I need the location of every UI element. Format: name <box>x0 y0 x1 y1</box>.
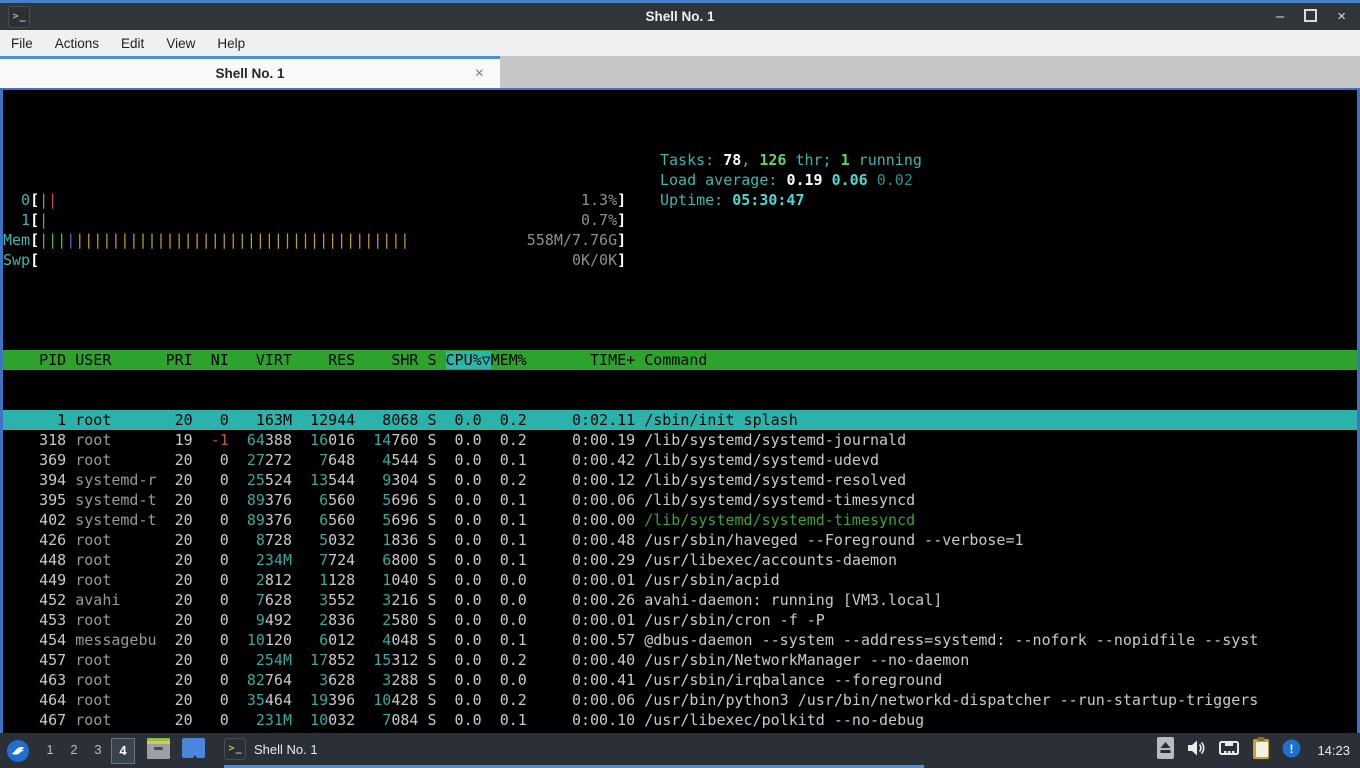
menubar: File Actions Edit View Help <box>0 30 1360 56</box>
menu-item-edit[interactable]: Edit <box>121 35 145 51</box>
tab-close-icon[interactable]: × <box>474 64 484 82</box>
tab-shell-no-1[interactable]: Shell No. 1 × <box>0 56 500 88</box>
htop-meters: 0[|| 1.3%] 1[| 0.7%] Mem[||||||||||||||||… <box>3 190 1357 270</box>
process-table: 1 root 20 0 163M 12944 8068 S 0.0 0.2 0:… <box>3 410 1357 750</box>
process-row-318[interactable]: 318 root 19 -1 64388 16016 14760 S 0.0 0… <box>3 431 907 449</box>
workspace-1[interactable]: 1 <box>46 742 54 757</box>
notification-icon[interactable]: ! <box>1282 739 1301 763</box>
menu-item-actions[interactable]: Actions <box>54 35 100 51</box>
terminal-viewport[interactable]: 0[|| 1.3%] 1[| 0.7%] Mem[||||||||||||||||… <box>0 88 1360 753</box>
cpu-meter-0: 0[|| 1.3%] <box>3 191 627 209</box>
process-row-453[interactable]: 453 root 20 0 9492 2836 2580 S 0.0 0.0 0… <box>3 611 825 629</box>
task-title: Shell No. 1 <box>254 741 318 757</box>
clipboard-icon[interactable] <box>1252 737 1270 764</box>
terminal-app-icon: > _ <box>8 5 30 28</box>
load-average: Load average: 0.19 0.06 0.02 <box>660 171 913 189</box>
process-row-454[interactable]: 454 messagebu 20 0 10120 6012 4048 S 0.0… <box>3 631 1259 649</box>
process-row-426[interactable]: 426 root 20 0 8728 5032 1836 S 0.0 0.1 0… <box>3 531 1024 549</box>
cpu-meter-1: 1[| 0.7%] <box>3 211 627 229</box>
show-desktop-icon[interactable] <box>181 738 206 763</box>
process-row-463[interactable]: 463 root 20 0 82764 3628 3288 S 0.0 0.0 … <box>3 671 943 689</box>
removable-media-icon[interactable] <box>1157 737 1175 764</box>
minimize-icon[interactable]: – <box>1275 8 1285 25</box>
process-row-394[interactable]: 394 systemd-r 20 0 25524 13544 9304 S 0.… <box>3 471 907 489</box>
tabbar: Shell No. 1 × <box>0 56 1360 88</box>
menu-item-help[interactable]: Help <box>217 35 246 51</box>
process-row-395[interactable]: 395 systemd-t 20 0 89376 6560 5696 S 0.0… <box>3 491 916 509</box>
tab-title: Shell No. 1 <box>215 66 285 81</box>
process-row-369[interactable]: 369 root 20 0 27272 7648 4544 S 0.0 0.1 … <box>3 451 880 469</box>
uptime: Uptime: 05:30:47 <box>660 191 805 209</box>
window-title: Shell No. 1 <box>645 9 715 24</box>
window-titlebar[interactable]: > _ Shell No. 1 – × <box>0 3 1360 30</box>
process-row-464[interactable]: 464 root 20 0 35464 19396 10428 S 0.0 0.… <box>3 691 1259 709</box>
process-row-402[interactable]: 402 systemd-t 20 0 89376 6560 5696 S 0.0… <box>3 511 916 529</box>
close-icon[interactable]: × <box>1337 8 1346 25</box>
svg-text:!: ! <box>1290 742 1294 756</box>
process-row-448[interactable]: 448 root 20 0 234M 7724 6800 S 0.0 0.1 0… <box>3 551 898 569</box>
task-terminal-icon: > _ <box>224 738 246 760</box>
workspace-4[interactable]: 4 <box>111 737 135 764</box>
system-tray: ! 14:23 <box>1157 737 1360 764</box>
memory-meter: Mem[||||||||||||||||||||||||||||||||||||… <box>3 231 627 249</box>
window-top-accent <box>0 0 1360 3</box>
taskbar-task-shell[interactable]: > _ Shell No. 1 <box>224 733 924 768</box>
htop-stats: Tasks: 78, 126 thr; 1 running Load averag… <box>660 150 922 210</box>
network-icon[interactable] <box>1218 738 1240 763</box>
swap-meter: Swp[ 0K/0K] <box>3 251 627 269</box>
menu-item-file[interactable]: File <box>11 35 33 51</box>
process-table-header[interactable]: PID USER PRI NI VIRT RES SHR S CPU%▽MEM%… <box>3 350 1357 370</box>
process-row-449[interactable]: 449 root 20 0 2812 1128 1040 S 0.0 0.0 0… <box>3 571 780 589</box>
file-manager-icon[interactable] <box>146 737 171 764</box>
clock[interactable]: 14:23 <box>1317 743 1350 758</box>
volume-icon[interactable] <box>1186 738 1206 763</box>
process-row-457[interactable]: 457 root 20 0 254M 17852 15312 S 0.0 0.2… <box>3 651 970 669</box>
process-row-1[interactable]: 1 root 20 0 163M 12944 8068 S 0.0 0.2 0:… <box>3 410 1357 430</box>
process-row-467[interactable]: 467 root 20 0 231M 10032 7084 S 0.0 0.1 … <box>3 711 925 729</box>
workspace-3[interactable]: 3 <box>94 742 102 757</box>
app-menu-icon[interactable] <box>6 739 30 763</box>
htop-header-area: 0[|| 1.3%] 1[| 0.7%] Mem[||||||||||||||||… <box>3 150 1357 269</box>
maximize-icon[interactable] <box>1304 8 1318 25</box>
menu-item-view[interactable]: View <box>166 35 196 51</box>
workspace-2[interactable]: 2 <box>70 742 78 757</box>
tasks-summary: Tasks: 78, 126 thr; 1 running <box>660 151 922 169</box>
process-row-452[interactable]: 452 avahi 20 0 7628 3552 3216 S 0.0 0.0 … <box>3 591 943 609</box>
